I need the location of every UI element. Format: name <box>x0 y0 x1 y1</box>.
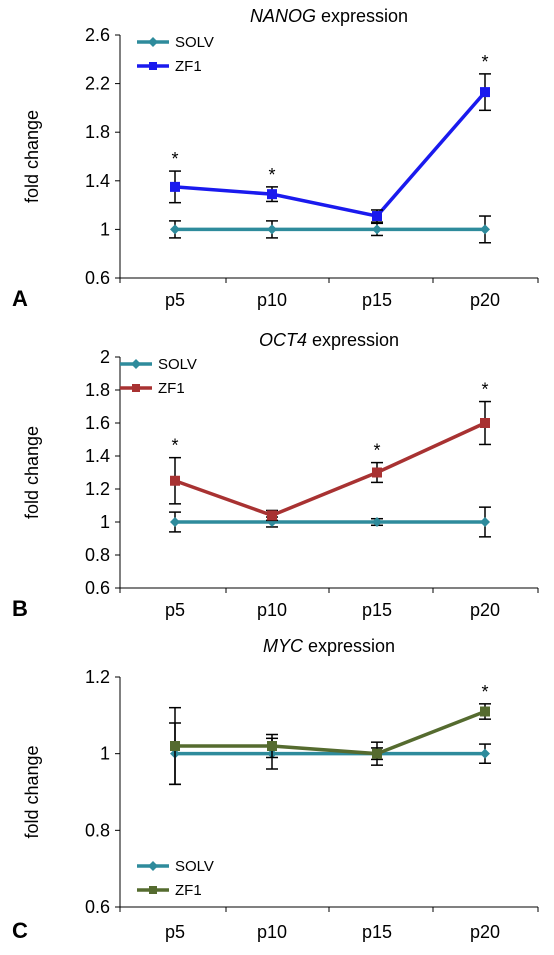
y-axis-label: fold change <box>22 110 42 203</box>
x-tick-label: p20 <box>470 922 500 942</box>
chart-title-rest: expression <box>307 330 399 350</box>
chart-title-gene: OCT4 <box>259 330 307 350</box>
data-point-solv <box>372 224 382 235</box>
legend-marker-zf1 <box>149 886 157 894</box>
panel-label: C <box>12 918 28 943</box>
y-tick-label: 1.2 <box>85 479 110 499</box>
x-tick-label: p5 <box>165 922 185 942</box>
legend-marker-zf1 <box>149 62 157 70</box>
data-point-solv <box>170 224 180 235</box>
chart-panel-c: MYC expression 0.6 0.8 1 1.2 p5 p10 p15 p20 fold … <box>12 636 539 943</box>
x-tick-label: p10 <box>257 922 287 942</box>
data-point-solv <box>480 517 490 527</box>
x-tick-label: p5 <box>165 290 185 310</box>
y-tick-label: 1 <box>100 219 110 239</box>
y-tick-label: 1.6 <box>85 413 110 433</box>
y-tick-label: 1 <box>100 744 110 764</box>
y-tick-label: 0.8 <box>85 545 110 565</box>
x-tick-label: p15 <box>362 290 392 310</box>
y-tick-label: 2.6 <box>85 25 110 45</box>
significance-star: * <box>171 149 178 169</box>
y-axis-label: fold change <box>22 745 42 838</box>
legend-marker-solv <box>148 861 158 871</box>
y-tick-label: 0.6 <box>85 897 110 917</box>
significance-star: * <box>481 682 488 702</box>
chart-panel-a: NANOG expression 0.6 1 1.4 1.8 2.2 2.6 p5 p10 p15… <box>12 6 539 311</box>
data-point-solv <box>267 224 277 235</box>
y-axis-label: fold change <box>22 426 42 519</box>
chart-title-gene: NANOG <box>250 6 316 26</box>
x-tick-label: p10 <box>257 290 287 310</box>
y-tick-label: 0.6 <box>85 268 110 288</box>
legend-label-zf1: ZF1 <box>158 380 185 397</box>
x-tick-label: p20 <box>470 290 500 310</box>
x-tick-label: p20 <box>470 600 500 620</box>
y-tick-label: 1.8 <box>85 122 110 142</box>
chart-title: MYC expression <box>263 636 395 656</box>
significance-star: * <box>481 380 488 400</box>
data-point-solv <box>170 517 180 527</box>
legend-marker-solv <box>148 37 158 47</box>
significance-star: * <box>481 52 488 72</box>
chart-title: OCT4 expression <box>259 330 399 350</box>
data-point-zf1 <box>267 510 277 521</box>
chart-title-rest: expression <box>316 6 408 26</box>
series-line-zf1 <box>174 90 487 218</box>
y-tick-label: 2.2 <box>85 74 110 94</box>
chart-title-gene: MYC <box>263 636 304 656</box>
panel-label: A <box>12 286 28 311</box>
significance-star: * <box>268 165 275 185</box>
x-tick-label: p10 <box>257 600 287 620</box>
x-tick-label: p5 <box>165 600 185 620</box>
data-point-zf1 <box>372 467 382 478</box>
legend-marker-zf1 <box>132 384 140 392</box>
data-point-zf1 <box>170 475 180 486</box>
y-tick-label: 2 <box>100 347 110 367</box>
legend-marker-solv <box>131 359 141 369</box>
y-tick-label: 1 <box>100 512 110 532</box>
data-point-solv <box>480 224 490 235</box>
legend-label-zf1: ZF1 <box>175 882 202 899</box>
x-tick-label: p15 <box>362 600 392 620</box>
panel-label: B <box>12 596 28 621</box>
series-line-zf1 <box>174 421 486 518</box>
data-point-zf1 <box>372 748 382 759</box>
data-point-zf1 <box>372 211 382 222</box>
legend-label-solv: SOLV <box>175 858 214 875</box>
y-tick-label: 1.2 <box>85 667 110 687</box>
y-tick-label: 1.4 <box>85 171 110 191</box>
significance-star: * <box>373 441 380 461</box>
data-point-zf1 <box>170 741 180 751</box>
data-point-zf1 <box>480 706 490 717</box>
y-tick-label: 1.4 <box>85 446 110 466</box>
chart-title-rest: expression <box>303 636 395 656</box>
data-point-zf1 <box>267 741 277 751</box>
series-line-zf1 <box>175 709 486 756</box>
x-tick-label: p15 <box>362 922 392 942</box>
legend-label-solv: SOLV <box>158 356 197 373</box>
legend-label-zf1: ZF1 <box>175 58 202 75</box>
data-point-zf1 <box>480 87 490 98</box>
chart-panel-b: OCT4 expression 0.6 0.8 1 1.2 1.4 1.6 1.8 2 p5 p10… <box>12 330 539 621</box>
significance-star: * <box>171 436 178 456</box>
y-tick-label: 0.6 <box>85 578 110 598</box>
data-point-solv <box>480 748 490 759</box>
legend-label-solv: SOLV <box>175 34 214 51</box>
chart-title: NANOG expression <box>250 6 408 26</box>
data-point-zf1 <box>170 181 180 192</box>
y-tick-label: 0.8 <box>85 820 110 840</box>
data-point-zf1 <box>480 418 490 428</box>
y-tick-label: 1.8 <box>85 380 110 400</box>
data-point-solv <box>372 517 382 527</box>
data-point-zf1 <box>267 189 277 200</box>
